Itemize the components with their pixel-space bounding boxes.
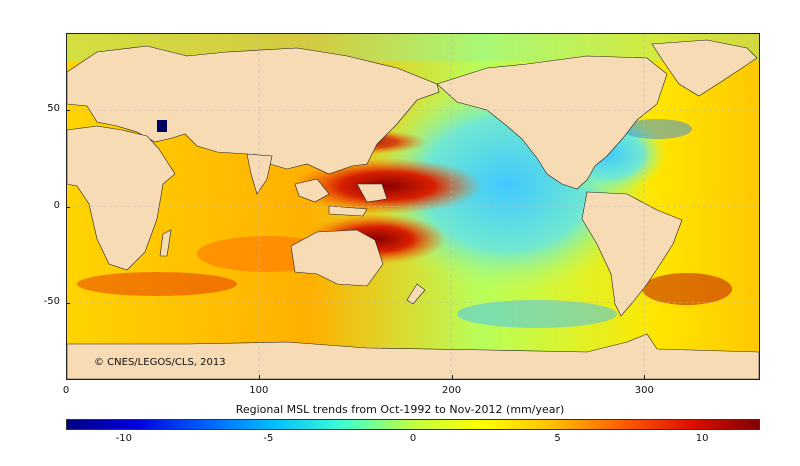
colorbar bbox=[66, 419, 760, 430]
caspian-sea bbox=[157, 120, 167, 132]
copyright-credit: © CNES/LEGOS/CLS, 2013 bbox=[94, 357, 226, 368]
colorbar-tick-label: 5 bbox=[554, 433, 561, 444]
colorbar-tick-label: 10 bbox=[695, 433, 709, 444]
africa-landmass bbox=[67, 125, 176, 271]
longitude-tick-mark bbox=[451, 375, 453, 379]
longitude-tick-mark bbox=[66, 375, 67, 379]
eurasia-landmass bbox=[67, 45, 440, 175]
antarctica-landmass bbox=[67, 333, 759, 379]
north-america-landmass bbox=[436, 55, 668, 190]
madagascar-landmass bbox=[159, 229, 172, 257]
south-america-landmass bbox=[581, 191, 683, 317]
greenland-landmass bbox=[651, 39, 758, 97]
india-landmass bbox=[246, 153, 273, 195]
new-zealand-landmass bbox=[406, 283, 426, 305]
latitude-tick-label: 50 bbox=[47, 103, 60, 115]
land-masses bbox=[67, 39, 759, 379]
longitude-tick-label: 300 bbox=[634, 385, 654, 396]
latitude-tick-label: 0 bbox=[53, 199, 60, 211]
colorbar-tick-label: -10 bbox=[115, 433, 132, 444]
latitude-tick-mark bbox=[66, 110, 70, 112]
longitude-tick-label: 100 bbox=[249, 385, 269, 396]
graticule bbox=[67, 34, 759, 379]
colorbar-title: Regional MSL trends from Oct-1992 to Nov… bbox=[235, 403, 565, 416]
map-canvas bbox=[67, 34, 759, 379]
longitude-tick-label: 200 bbox=[442, 385, 462, 396]
southeast-asia-islands bbox=[294, 178, 388, 217]
colorbar-tick-label: -5 bbox=[263, 433, 274, 444]
longitude-tick-label: 0 bbox=[62, 385, 70, 396]
west-pacific-high-trend bbox=[292, 158, 482, 214]
latitude-tick-label: -50 bbox=[43, 295, 60, 307]
longitude-tick-mark bbox=[258, 375, 260, 379]
australia-landmass bbox=[290, 229, 384, 287]
colorbar-tick-label: 0 bbox=[409, 433, 417, 444]
longitude-tick-mark bbox=[644, 375, 646, 379]
latitude-tick-mark bbox=[66, 302, 70, 304]
sea-level-trend-map bbox=[66, 33, 760, 380]
latitude-tick-mark bbox=[66, 206, 70, 208]
